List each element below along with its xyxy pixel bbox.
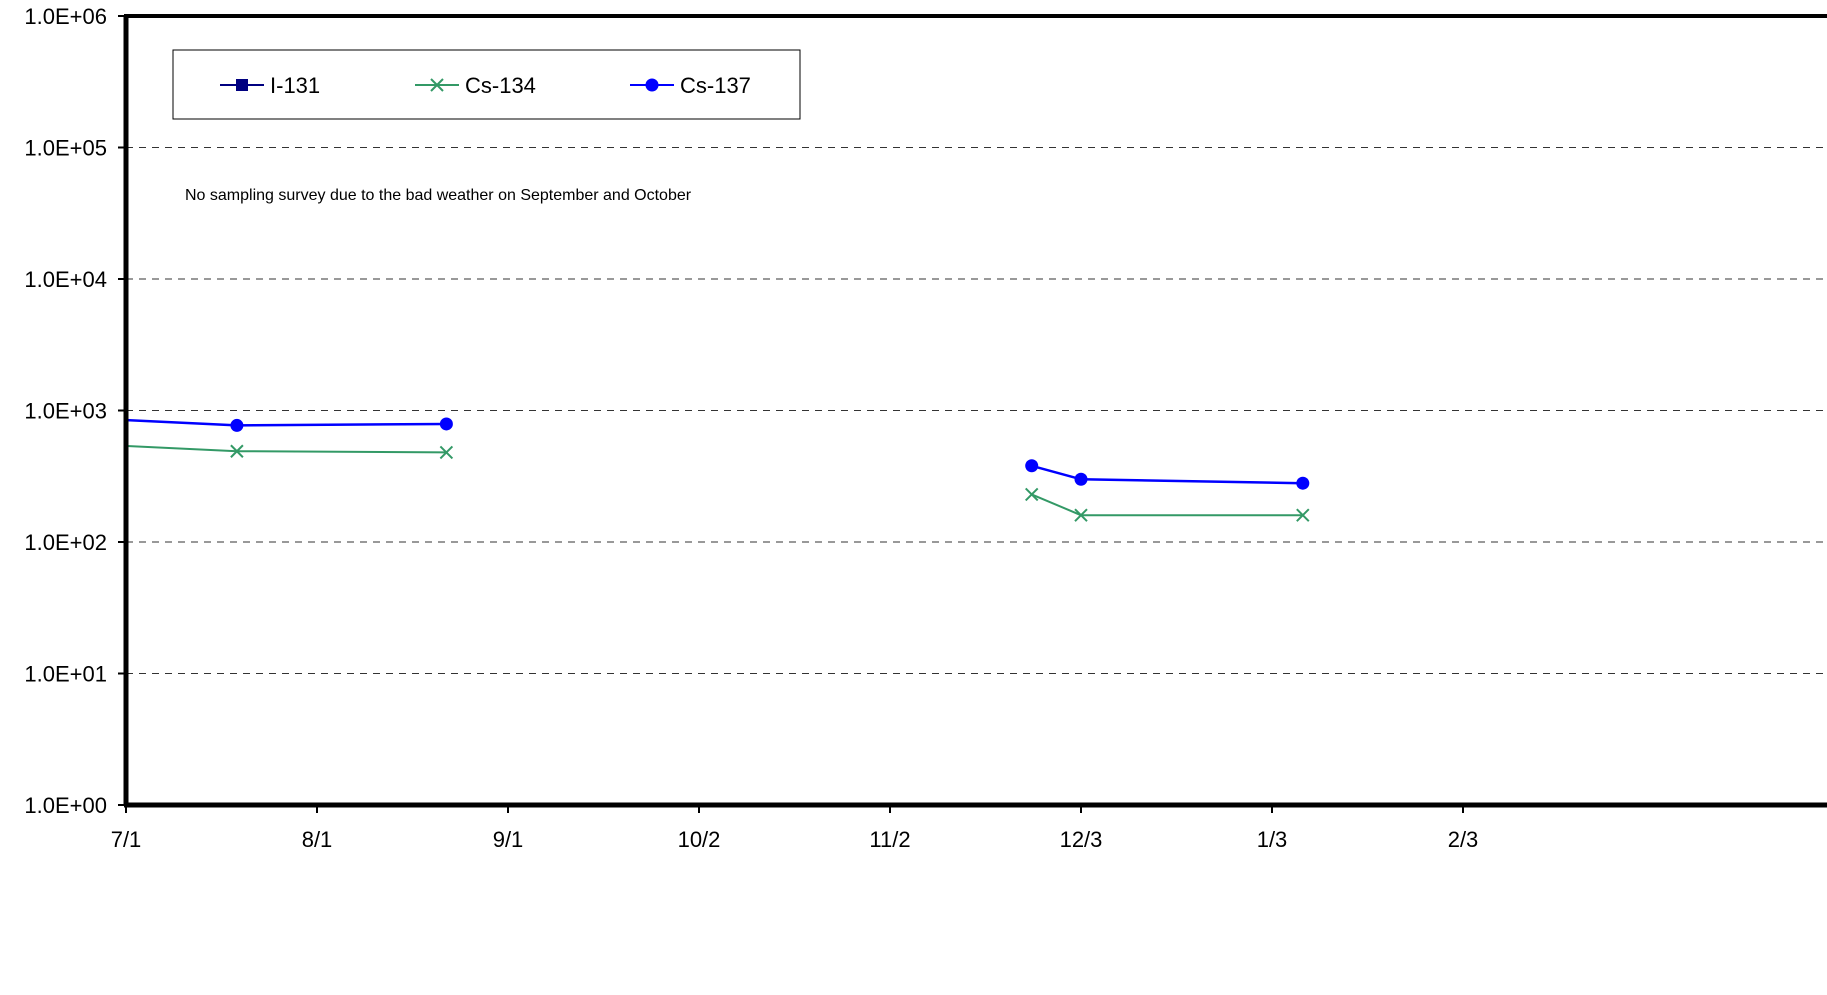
legend-box <box>172 49 801 120</box>
tick-labels: 1.0E+00 1.0E+01 1.0E+02 1.0E+03 1.0E+04 1.0E+… <box>24 4 1478 852</box>
y-tick-label: 1.0E+04 <box>24 267 107 292</box>
x-tick-label: 11/2 <box>869 827 910 852</box>
y-tick-label: 1.0E+01 <box>24 662 107 687</box>
y-tick-label: 1.0E+05 <box>24 136 107 161</box>
cs-134-point <box>1296 508 1310 522</box>
y-tick-label: 1.0E+00 <box>24 793 107 818</box>
legend-marker-cs-137 <box>645 78 659 92</box>
x-tick-label: 1/3 <box>1257 827 1288 852</box>
x-tick-label: 8/1 <box>302 827 333 852</box>
gridlines <box>126 147 1827 674</box>
x-tick-label: 7/1 <box>111 827 142 852</box>
x-tick-label: 9/1 <box>493 827 524 852</box>
y-tick-label: 1.0E+06 <box>24 4 107 29</box>
x-tick-label: 2/3 <box>1448 827 1479 852</box>
cs-137-point <box>1296 476 1310 490</box>
cs-134-point <box>439 445 454 460</box>
cs-137-line <box>126 418 447 427</box>
legend-marker-i-131 <box>236 79 248 91</box>
x-tick-label: 12/3 <box>1060 827 1103 852</box>
cs-137-point <box>1074 472 1088 486</box>
x-tick-label: 10/2 <box>678 827 721 852</box>
cs-134-point <box>230 444 244 458</box>
cs-137-point <box>230 418 244 432</box>
legend-label-cs-137: Cs-137 <box>680 73 751 98</box>
cs-134-point <box>1074 508 1088 522</box>
y-tick-label: 1.0E+03 <box>24 399 107 424</box>
cs-137-line <box>1031 464 1303 485</box>
legend-label-i-131: I-131 <box>270 73 320 98</box>
series-group <box>126 417 1310 522</box>
cs-134-point <box>1025 487 1039 502</box>
cs-134-line <box>126 444 447 454</box>
legend-marker-cs-134 <box>430 78 444 92</box>
cs-137-point <box>1025 459 1039 473</box>
series-lines <box>126 417 1310 522</box>
chart-annotation: No sampling survey due to the bad weathe… <box>185 187 692 204</box>
y-tick-label: 1.0E+02 <box>24 530 107 555</box>
legend-label-cs-134: Cs-134 <box>465 73 536 98</box>
legend: I-131 Cs-134 Cs-137 <box>172 49 801 120</box>
cs-137-point <box>439 417 453 431</box>
cs-134-line <box>1031 493 1303 517</box>
